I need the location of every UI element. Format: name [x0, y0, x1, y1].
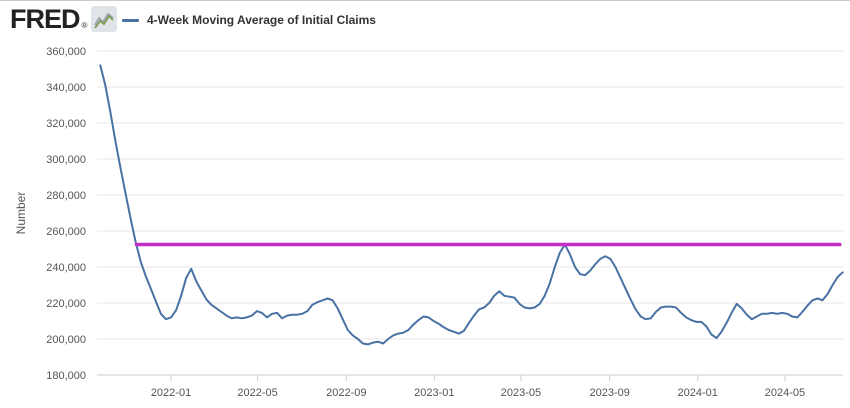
svg-text:280,000: 280,000 — [46, 190, 86, 202]
y-axis-tick-labels: 180,000 200,000 220,000 240,000 260,000 280,0… — [46, 46, 86, 382]
svg-text:2022-01: 2022-01 — [151, 387, 191, 399]
svg-text:180,000: 180,000 — [46, 370, 86, 382]
fred-logo-text: FRED — [10, 4, 80, 34]
svg-text:300,000: 300,000 — [46, 154, 86, 166]
svg-text:260,000: 260,000 — [46, 226, 86, 238]
svg-text:320,000: 320,000 — [46, 118, 86, 130]
series-marker — [122, 18, 139, 22]
series-label: 4-Week Moving Average of Initial Claims — [147, 13, 376, 27]
line-chart-icon — [91, 6, 118, 32]
svg-text:2024-05: 2024-05 — [765, 387, 805, 399]
svg-text:200,000: 200,000 — [46, 334, 86, 346]
svg-text:220,000: 220,000 — [46, 298, 86, 310]
svg-text:240,000: 240,000 — [46, 262, 86, 274]
fred-logo[interactable]: FRED ® — [10, 4, 118, 34]
svg-text:340,000: 340,000 — [46, 82, 86, 94]
legend-item[interactable]: 4-Week Moving Average of Initial Claims — [122, 13, 376, 27]
registered-trademark: ® — [81, 21, 88, 30]
svg-text:2022-09: 2022-09 — [326, 387, 366, 399]
svg-text:2023-01: 2023-01 — [414, 387, 454, 399]
svg-text:360,000: 360,000 — [46, 46, 86, 58]
svg-text:2022-05: 2022-05 — [237, 387, 277, 399]
gridlines — [97, 50, 843, 376]
svg-text:2024-01: 2024-01 — [678, 387, 718, 399]
y-axis-title: Number — [14, 191, 28, 235]
svg-text:2023-05: 2023-05 — [501, 387, 541, 399]
x-axis: 2022-01 2022-05 2022-09 2023-01 2023-05 2023-… — [151, 375, 805, 399]
svg-text:2023-09: 2023-09 — [589, 387, 629, 399]
series-line[interactable] — [99, 64, 844, 346]
